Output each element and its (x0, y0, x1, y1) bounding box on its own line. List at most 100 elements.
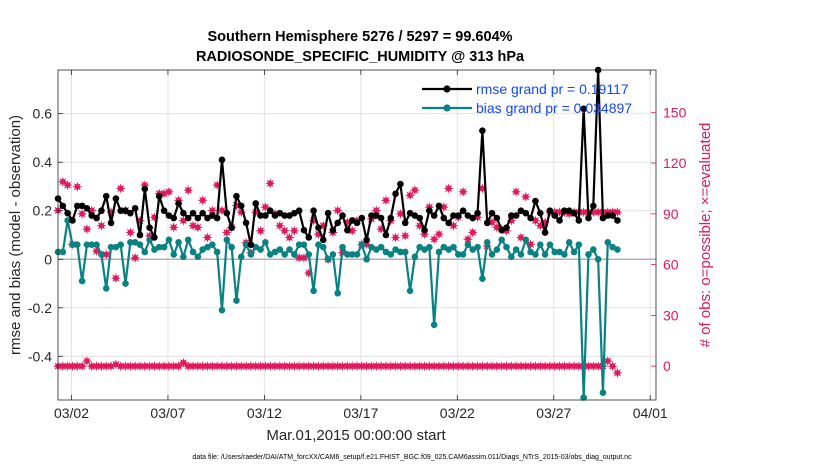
rmse-series-point (368, 212, 375, 219)
rmse-series-point (175, 200, 182, 207)
rmse-series-point (561, 207, 568, 215)
x-tick-label: 03/22 (440, 405, 475, 421)
bias-series-point (218, 306, 226, 314)
obs-evaluated-point (390, 232, 401, 243)
bias-series-point (295, 241, 303, 249)
obs-evaluated-point (101, 249, 112, 260)
y-tick-label-right: 60 (663, 257, 679, 273)
bias-series-point (319, 243, 327, 251)
legend-label: bias grand pr = 0.034897 (476, 100, 632, 116)
legend-swatch-marker (443, 85, 451, 93)
bias-series-point (503, 243, 510, 251)
y-axis-left-label: rmse and bias (model - observation) (7, 115, 24, 355)
bias-series-point (459, 251, 467, 258)
obs-evaluated-point (72, 181, 83, 192)
rmse-series-point (218, 156, 226, 164)
obs-evaluated-point (433, 229, 444, 240)
rmse-series-point (300, 226, 308, 234)
bias-series-point (122, 280, 129, 287)
bias-series-point (387, 251, 395, 258)
bias-series-point (377, 243, 385, 251)
bias-series-point (604, 238, 612, 246)
bias-series-point (334, 289, 342, 297)
rmse-series-point (295, 207, 303, 215)
legend: rmse grand pr = 0.19117 bias grand pr = 0… (422, 81, 632, 116)
bias-series-point (300, 241, 308, 249)
rmse-series-point (532, 197, 539, 205)
obs-evaluated-point (57, 176, 68, 187)
y-tick-label-right: 90 (663, 206, 679, 222)
bias-series-point (575, 241, 583, 249)
chart-title-line-2: RADIOSONDE_SPECIFIC_HUMIDITY @ 313 hPa (196, 49, 525, 65)
rmse-series-point (69, 217, 76, 224)
y-tick-label-left: -0.4 (28, 348, 52, 364)
bias-series-point (213, 248, 221, 256)
bias-series-point (136, 241, 144, 249)
bias-series-point (363, 255, 370, 263)
rmse-series-point (151, 234, 158, 241)
rmse-series-point (585, 214, 592, 222)
rmse-series-point (117, 207, 124, 215)
rmse-series-point (382, 231, 390, 239)
bias-series-point (474, 243, 481, 251)
rmse-series-point (416, 214, 423, 222)
rmse-series-point (508, 212, 515, 219)
bias-series-point (59, 248, 67, 256)
obs-evaluated-point (183, 185, 194, 196)
rmse-series-point (281, 212, 288, 219)
rmse-series-point (580, 105, 587, 113)
rmse-series-point (459, 207, 467, 215)
obs-possible-point (178, 357, 189, 368)
rmse-series-point (170, 214, 178, 222)
rmse-series-point (570, 209, 578, 217)
y-axis-left-ticks: -0.4 -0.2 0 0.2 0.4 0.6 (28, 106, 63, 364)
rmse-series-point (324, 209, 332, 217)
bias-series-point (397, 248, 404, 256)
rmse-series-point (223, 209, 231, 217)
rmse-series-point (488, 209, 496, 217)
rmse-series-point (522, 209, 530, 217)
rmse-series-point (315, 224, 322, 232)
bias-series-point (194, 253, 202, 261)
bias-series-point (536, 241, 544, 249)
plot-frame (57, 69, 657, 401)
bias-series-point (411, 253, 419, 261)
rmse-series-point (136, 231, 144, 239)
obs-evaluated-point (332, 205, 343, 216)
rmse-series-point (503, 224, 510, 232)
rmse-series-point (310, 207, 317, 215)
rmse-series-point (430, 212, 438, 219)
rmse-series-point (556, 217, 563, 224)
bias-series-point (78, 277, 86, 285)
bias-series-point (98, 251, 105, 258)
x-tick-label: 04/01 (633, 405, 668, 421)
bias-series-point (324, 255, 332, 263)
bias-series-point (175, 238, 182, 246)
rmse-series-point (440, 214, 448, 222)
rmse-series-point (527, 214, 534, 222)
bias-series-point (281, 251, 288, 258)
bias-series-point (532, 251, 539, 258)
bias-series-point (508, 253, 515, 261)
bias-series-point (479, 275, 486, 282)
obs-evaluated-point (462, 234, 473, 245)
bias-series-point (276, 246, 284, 253)
bias-series-point (257, 246, 264, 253)
rmse-series-point (474, 209, 481, 217)
bias-series-point (165, 236, 173, 244)
obs-evaluated-point (443, 183, 454, 194)
x-tick-label: 03/17 (343, 405, 378, 421)
bias-series-point (541, 251, 549, 258)
bias-series-point (223, 236, 231, 244)
x-axis-ticks: 03/02 03/07 03/12 03/17 03/22 03/27 04/01 (54, 70, 668, 421)
bias-series-point (329, 251, 337, 258)
bias-series-point (209, 241, 216, 249)
bias-series-point (247, 251, 255, 258)
bias-series-point (344, 251, 351, 258)
rmse-series-point (131, 205, 139, 212)
bias-series-point (262, 238, 269, 246)
bias-series-point (88, 241, 96, 249)
bias-series-point (493, 246, 501, 253)
bias-series-point (517, 251, 525, 258)
bias-series-point (522, 236, 530, 244)
